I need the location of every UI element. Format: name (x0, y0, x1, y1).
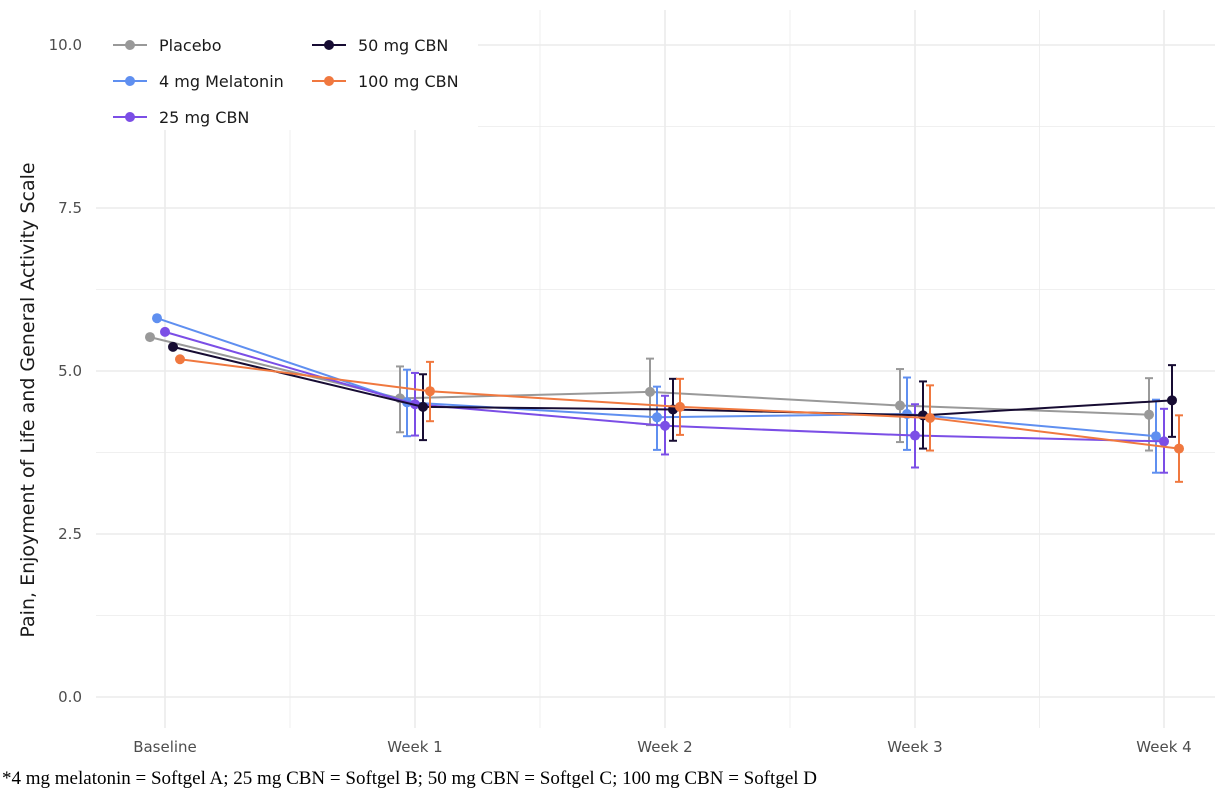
data-point (168, 341, 178, 352)
line-chart: 0.0 2.5 5.0 7.5 10.0 Baseline Week 1 Week 2 Wee… (17, 10, 1215, 756)
y-tick-label: 10.0 (49, 36, 82, 54)
data-point (418, 401, 428, 412)
legend-item: 25 mg CBN (113, 108, 249, 127)
series-100-mg-cbn (175, 354, 1184, 483)
data-point (925, 412, 935, 423)
legend-key-point (324, 76, 334, 86)
legend-key-point (125, 76, 135, 86)
data-point (1159, 436, 1169, 447)
legend-label: Placebo (159, 36, 221, 55)
series-4-mg-melatonin (152, 313, 1161, 474)
x-tick-label: Week 2 (637, 738, 692, 756)
data-point (645, 386, 655, 397)
y-tick-label: 0.0 (58, 688, 82, 706)
data-point (1167, 395, 1177, 406)
data-point (1174, 443, 1184, 454)
data-point (652, 412, 662, 423)
legend-label: 100 mg CBN (358, 72, 459, 91)
data-point (1151, 431, 1161, 442)
legend-key-point (324, 40, 334, 50)
legend-item: Placebo (113, 36, 221, 55)
data-point (660, 420, 670, 431)
legend-item: 50 mg CBN (312, 36, 448, 55)
legend-label: 25 mg CBN (159, 108, 249, 127)
data-point (675, 401, 685, 412)
data-point (910, 430, 920, 441)
x-tick-label: Week 4 (1136, 738, 1191, 756)
legend-item: 4 mg Melatonin (113, 72, 284, 91)
series-placebo (145, 332, 1154, 452)
y-tick-label: 7.5 (58, 199, 82, 217)
x-tick-label: Week 1 (387, 738, 442, 756)
data-point (145, 332, 155, 343)
data-point (175, 354, 185, 365)
legend: Placebo 4 mg Melatonin 25 mg CBN 50 mg CBN 1… (113, 36, 459, 127)
data-point (160, 326, 170, 337)
data-series (145, 313, 1184, 483)
legend-label: 4 mg Melatonin (159, 72, 284, 91)
data-point (425, 386, 435, 397)
y-tick-label: 5.0 (58, 362, 82, 380)
data-point (895, 400, 905, 411)
y-axis-title: Pain, Enjoyment of Life and General Acti… (17, 162, 39, 637)
data-point (152, 313, 162, 324)
x-tick-label: Baseline (133, 738, 197, 756)
series-50-mg-cbn (168, 341, 1177, 450)
x-tick-label: Week 3 (887, 738, 942, 756)
legend-key-point (125, 40, 135, 50)
footnote: *4 mg melatonin = Softgel A; 25 mg CBN =… (2, 768, 818, 789)
legend-key-point (125, 112, 135, 122)
y-tick-label: 2.5 (58, 525, 82, 543)
legend-background (96, 10, 478, 130)
y-axis-tick-labels: 0.0 2.5 5.0 7.5 10.0 (49, 36, 82, 706)
data-point (1144, 409, 1154, 420)
x-axis-tick-labels: Baseline Week 1 Week 2 Week 3 Week 4 (133, 738, 1192, 756)
legend-item: 100 mg CBN (312, 72, 459, 91)
legend-label: 50 mg CBN (358, 36, 448, 55)
